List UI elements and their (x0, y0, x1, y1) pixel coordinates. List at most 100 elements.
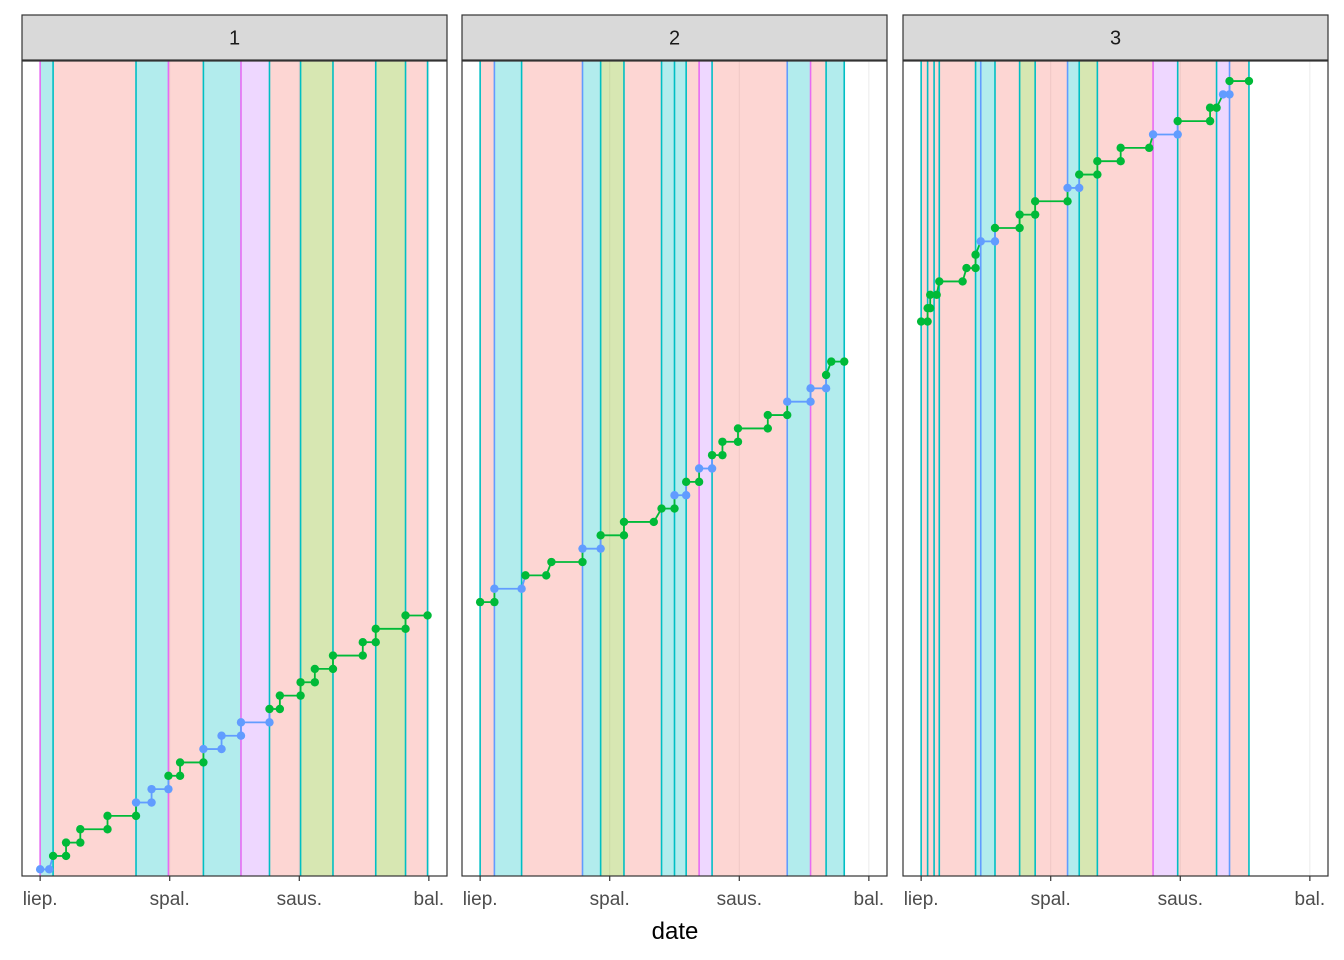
data-point-31 (806, 397, 815, 406)
band-cyan-2 (136, 61, 169, 876)
x-tick-label: saus. (717, 889, 762, 910)
data-point-36 (840, 357, 849, 366)
data-point-7 (958, 277, 967, 286)
data-point-12 (990, 237, 1000, 246)
x-tick-label: bal. (854, 889, 885, 910)
panel-border (21, 60, 448, 877)
data-point-0 (35, 865, 45, 874)
data-point-9 (971, 263, 980, 273)
x-tick-label: spal. (1031, 889, 1071, 910)
facets-layer: 1 liep. spal. saus. bal. 2 liep. spal. saus. bal.… (21, 14, 1329, 910)
band-cyan-1 (494, 61, 522, 876)
data-point-11 (147, 798, 156, 807)
data-point-1 (490, 597, 499, 607)
data-point-10 (971, 250, 980, 259)
data-point-4 (926, 290, 935, 300)
band-purple-5 (240, 61, 270, 876)
data-point-11 (976, 237, 985, 246)
data-point-25 (1116, 143, 1125, 153)
data-point-24 (265, 704, 274, 714)
band-salmon-6 (269, 61, 301, 876)
data-point-34 (358, 637, 367, 647)
band-salmon-2 (521, 61, 583, 876)
data-point-0 (475, 597, 485, 607)
data-point-7 (578, 557, 587, 567)
data-point-27 (1148, 130, 1158, 139)
facet-panel-2: 2 liep. spal. saus. bal. (461, 14, 888, 910)
data-point-15 (1015, 210, 1024, 219)
data-point-33 (358, 651, 367, 660)
data-point-3 (61, 851, 71, 861)
band-green-7 (1079, 61, 1098, 876)
band-salmon-9 (712, 61, 788, 876)
data-point-31 (1205, 103, 1215, 112)
data-point-32 (806, 384, 815, 393)
data-point-1 (45, 865, 54, 874)
data-point-33 (821, 384, 831, 393)
x-axis-title: date (652, 918, 699, 945)
band-cyan-3 (582, 61, 601, 876)
data-point-14 (1015, 223, 1024, 233)
data-point-6 (547, 557, 556, 567)
band-green-4 (1019, 61, 1036, 876)
data-point-29 (783, 410, 792, 420)
band-salmon-8 (332, 61, 376, 876)
facet-strip (902, 14, 1329, 61)
data-point-12 (147, 784, 156, 794)
band-salmon-3 (994, 61, 1020, 876)
band-salmon-0 (480, 61, 495, 876)
data-point-32 (1212, 103, 1221, 112)
data-point-13 (649, 517, 658, 527)
data-point-29 (310, 678, 320, 687)
panel-border (461, 60, 888, 877)
data-point-3 (517, 584, 526, 593)
data-point-30 (1205, 116, 1215, 126)
data-point-36 (371, 624, 380, 634)
x-tick-label: saus. (1158, 889, 1203, 910)
facet-strip (461, 14, 888, 61)
data-point-23 (265, 718, 274, 727)
data-point-38 (401, 611, 410, 620)
data-point-16 (1030, 210, 1040, 219)
data-point-8 (578, 544, 587, 553)
data-point-26 (275, 691, 285, 700)
data-point-24 (718, 437, 727, 446)
data-point-11 (619, 531, 629, 540)
band-salmon-7 (686, 61, 700, 876)
data-point-14 (164, 771, 173, 780)
data-point-21 (707, 464, 717, 473)
data-point-8 (103, 811, 112, 821)
x-tick-label: liep. (463, 889, 498, 910)
data-point-2 (490, 584, 499, 593)
data-point-7 (103, 825, 112, 834)
data-point-3 (926, 303, 935, 313)
data-point-22 (1093, 170, 1102, 179)
data-point-18 (199, 744, 208, 754)
data-point-39 (423, 611, 432, 620)
data-point-2 (48, 851, 58, 861)
band-salmon-1 (53, 61, 137, 876)
data-point-36 (1244, 76, 1254, 86)
x-tick-label: bal. (414, 889, 445, 910)
band-salmon-1 (939, 61, 976, 876)
facet-strip-label: 2 (669, 28, 680, 50)
band-cyan-6 (1067, 61, 1080, 876)
data-point-32 (328, 651, 338, 660)
data-point-19 (694, 477, 704, 487)
data-point-17 (1030, 197, 1040, 206)
facet-panel-3: 3 liep. spal. saus. bal. (902, 14, 1329, 910)
x-tick-label: spal. (150, 889, 190, 910)
band-cyan-4 (203, 61, 241, 876)
band-cyan-2 (975, 61, 995, 876)
band-cyan-12 (826, 61, 845, 876)
data-point-15 (670, 504, 679, 513)
band-salmon-10 (1177, 61, 1217, 876)
data-point-20 (1075, 183, 1084, 193)
data-point-5 (76, 838, 85, 847)
band-salmon-10 (405, 61, 428, 876)
data-point-4 (521, 571, 530, 580)
data-point-20 (694, 464, 704, 473)
data-point-35 (827, 357, 836, 366)
data-point-17 (199, 758, 208, 767)
